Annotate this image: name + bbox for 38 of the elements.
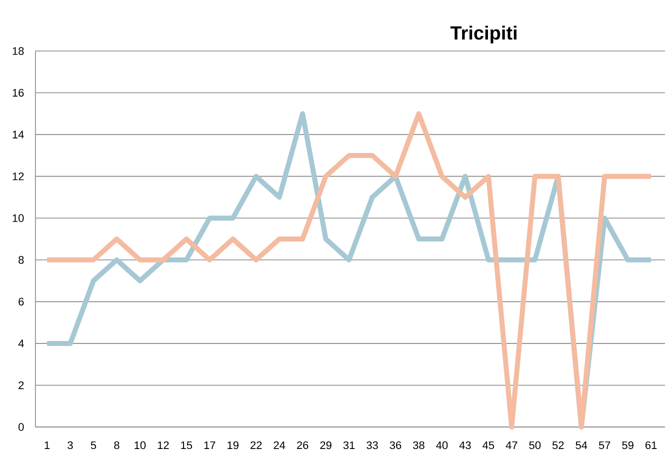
y-tick-label: 14 (12, 130, 24, 138)
y-tick-label: 16 (12, 88, 24, 97)
x-tick-label: 38 (413, 441, 424, 450)
x-tick-label: 40 (436, 441, 448, 450)
x-tick-label: 54 (576, 441, 588, 450)
x-tick-label: 45 (482, 441, 494, 450)
y-tick-label: 0 (18, 423, 24, 431)
x-tick-label: 19 (228, 441, 238, 450)
y-tick-label: 8 (18, 256, 24, 264)
y-tick-label: 10 (12, 214, 24, 222)
x-tick-label: 12 (158, 441, 169, 449)
x-tick-label: 26 (297, 441, 308, 450)
x-tick-label: 31 (343, 441, 355, 450)
x-tick-label: 47 (506, 441, 518, 449)
x-tick-label: 29 (320, 441, 332, 450)
y-tick-label: 12 (12, 172, 24, 180)
x-tick-label: 3 (68, 441, 73, 450)
x-tick-label: 17 (204, 441, 216, 449)
y-tick-label: 2 (18, 381, 24, 390)
x-tick-label: 36 (390, 441, 402, 450)
chart-title: Tricipiti (450, 26, 516, 44)
x-tick-label: 43 (459, 441, 471, 450)
x-tick-label: 59 (622, 441, 634, 450)
x-tick-label: 22 (250, 441, 262, 449)
x-tick-label: 57 (598, 441, 610, 450)
y-tick-label: 6 (18, 298, 24, 306)
x-tick-label: 5 (90, 441, 96, 450)
x-tick-label: 10 (134, 441, 146, 450)
x-tick-label: 52 (552, 441, 564, 450)
x-tick-label: 50 (529, 441, 541, 450)
x-tick-label: 33 (366, 441, 378, 450)
x-tick-label: 1 (44, 441, 50, 449)
x-tick-label: 15 (181, 441, 192, 450)
x-tick-label: 24 (274, 441, 286, 449)
y-tick-label: 18 (12, 47, 24, 55)
y-tick-label: 4 (18, 340, 24, 348)
x-tick-label: 8 (114, 441, 120, 450)
x-tick-label: 61 (646, 441, 657, 450)
